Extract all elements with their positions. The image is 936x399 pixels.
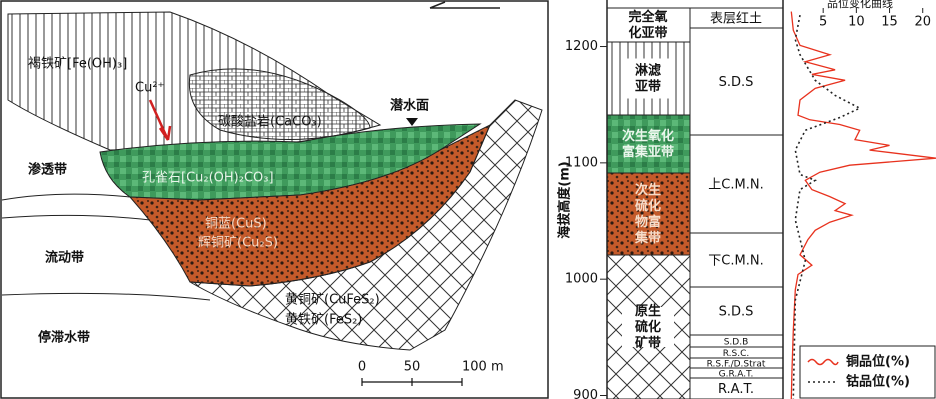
- label: Cu²⁺: [135, 81, 164, 96]
- zone-label: 次生硫化物富集带: [634, 182, 661, 246]
- curves: [790, 11, 936, 399]
- label: 碳酸盐岩(CaCO₃): [218, 115, 322, 130]
- lithology-cell: [689, 232, 784, 288]
- x-tick-label: 5: [819, 15, 827, 30]
- label-bg: [622, 58, 674, 99]
- y-tick-label: 1200: [565, 39, 598, 54]
- zone-boundary: [1, 214, 151, 221]
- label: 黄铜矿(CuFeS₂): [285, 293, 380, 308]
- zone-label: 原生硫化矿带: [635, 303, 661, 351]
- lithology-label: 下C.M.N.: [708, 254, 763, 269]
- legend-swatch: [807, 358, 839, 366]
- legend-label: 铜品位(%): [845, 354, 910, 370]
- water-table-symbol: [406, 118, 418, 126]
- chart-title: 品位变化曲线: [827, 0, 893, 10]
- copper-arrow: [148, 99, 172, 141]
- zone-boundary: [1, 193, 131, 201]
- label-bg: [622, 307, 674, 347]
- label: 潜水面: [390, 98, 429, 114]
- grade-curve: [792, 14, 862, 399]
- grade-curve: [790, 11, 936, 399]
- scale-label: 0: [358, 360, 366, 375]
- zone-cell: [606, 114, 691, 174]
- lithology-cell: [689, 27, 784, 136]
- label: 孔雀石[Cu₂(OH)₂CO₃]: [142, 171, 274, 186]
- zone-boundary: [1, 292, 211, 301]
- lithology-label: S.D.B: [724, 338, 749, 348]
- label: 流动带: [45, 250, 84, 266]
- label: 褐铁矿[Fe(OH)₃]: [28, 57, 127, 72]
- arrow: [429, 1, 500, 9]
- zone-label: 淋滤亚带: [635, 62, 661, 94]
- cross-section: 褐铁矿[Fe(OH)₃] Cu²⁺ 碳酸盐岩(CaCO₃) 潜水面 渗透带 孔雀…: [0, 0, 549, 399]
- y-tick-label: 1000: [565, 272, 598, 287]
- lithology-label: R.S.C.: [723, 349, 750, 359]
- label: 渗透带: [28, 162, 67, 178]
- carbonate-body: [188, 68, 371, 141]
- lithology-label: G.R.A.T.: [719, 370, 754, 380]
- zone-label: 完全氧化亚带: [628, 9, 667, 41]
- lithology-label: S.D.S: [719, 305, 754, 320]
- y-tick-label: 1100: [565, 155, 598, 170]
- y-tick-label: 900: [573, 388, 598, 399]
- legend: [799, 345, 936, 399]
- y-axis-label: 海拔高度(m): [557, 161, 573, 238]
- column-section: 海拔高度(m) 品位变化曲线: [557, 0, 894, 239]
- scale-bar: [361, 378, 463, 386]
- lithology-label: R.S.F./D.Strat: [707, 360, 766, 370]
- lithology-label: R.A.T.: [718, 382, 754, 397]
- lithology-label: 上C.M.N.: [708, 178, 763, 193]
- x-tick-label: 15: [881, 15, 898, 30]
- primary-zone: [189, 99, 543, 351]
- x-tick-label: 20: [914, 15, 931, 30]
- lithology-label: S.D.S: [719, 75, 754, 90]
- lithology-cell: [689, 134, 784, 234]
- x-tick-label: 10: [848, 15, 865, 30]
- zone-cell: [606, 172, 691, 256]
- label: 停滞水带: [38, 330, 90, 346]
- lithology-cell: [689, 286, 784, 336]
- scale-label: 50: [404, 360, 421, 375]
- lithology-label: 表层红土: [710, 11, 762, 27]
- zone-label: 次生氧化富集亚带: [622, 128, 674, 160]
- label: 黄铁矿(FeS₂): [285, 313, 362, 328]
- label: 辉铜矿(Cu₂S): [198, 236, 278, 251]
- legend-label: 钴品位(%): [846, 374, 910, 390]
- label: 铜蓝(CuS): [205, 217, 267, 232]
- scale-label: 100 m: [462, 360, 504, 375]
